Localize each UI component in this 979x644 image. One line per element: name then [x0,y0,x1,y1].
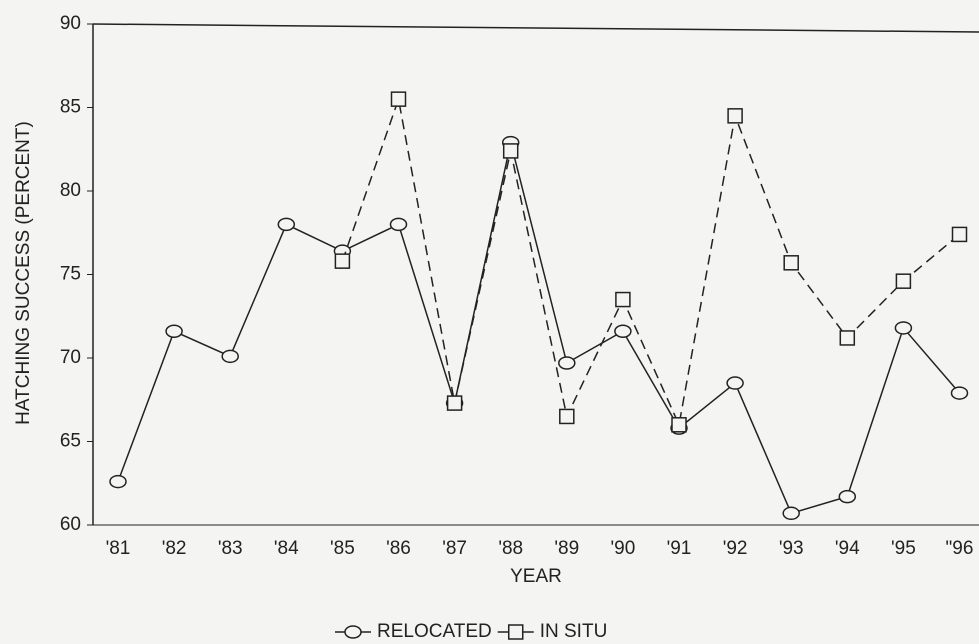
marker [726,376,744,390]
x-tick-label: '94 [835,538,860,559]
x-tick-label: '92 [723,538,748,559]
x-tick-label: '81 [106,538,131,559]
x-tick-label: '95 [891,538,916,559]
y-tick-label: 70 [60,347,81,368]
series-line [341,96,960,428]
marker [277,217,296,232]
legend-marker [507,624,524,640]
marker [895,273,912,289]
y-tick-label: 90 [60,13,81,34]
marker [502,143,519,159]
axis-line [92,23,979,33]
marker [951,226,968,243]
marker [614,324,632,339]
marker [950,386,969,400]
y-axis-label: HATCHING SUCCESS (PERCENT) [13,121,34,425]
x-tick-label: '88 [498,538,523,559]
marker [839,330,856,346]
y-tick-label: 80 [60,180,81,201]
x-tick-label: '84 [274,538,299,559]
marker [894,321,913,335]
y-tick-label: 60 [60,514,81,535]
marker [109,474,127,489]
x-tick-label: '85 [330,538,355,559]
marker [389,217,408,232]
marker [838,489,857,504]
legend-label: RELOCATED [377,621,492,642]
marker [446,395,463,411]
x-tick-label: '87 [442,538,467,559]
x-tick-label: '82 [162,538,187,559]
x-tick-label: "96 [946,538,974,559]
marker [390,91,407,107]
x-axis-label: YEAR [510,566,562,587]
marker [782,506,800,521]
marker [783,255,799,271]
marker [671,417,687,433]
marker [558,356,576,370]
marker [334,253,351,269]
marker [615,291,631,308]
marker [727,108,743,124]
marker [221,349,239,364]
series-line [117,142,961,515]
x-tick-label: '91 [667,538,692,559]
marker [559,408,575,425]
y-tick-label: 85 [60,97,81,118]
y-tick-label: 65 [60,431,81,452]
legend-marker [344,625,362,639]
x-tick-label: '86 [386,538,411,559]
marker [165,324,183,339]
x-tick-label: '83 [218,538,243,559]
x-tick-label: '93 [779,538,804,559]
x-tick-label: '89 [554,538,579,559]
x-tick-label: '90 [611,538,636,559]
y-tick-label: 75 [60,264,81,285]
legend-label: IN SITU [540,621,608,642]
